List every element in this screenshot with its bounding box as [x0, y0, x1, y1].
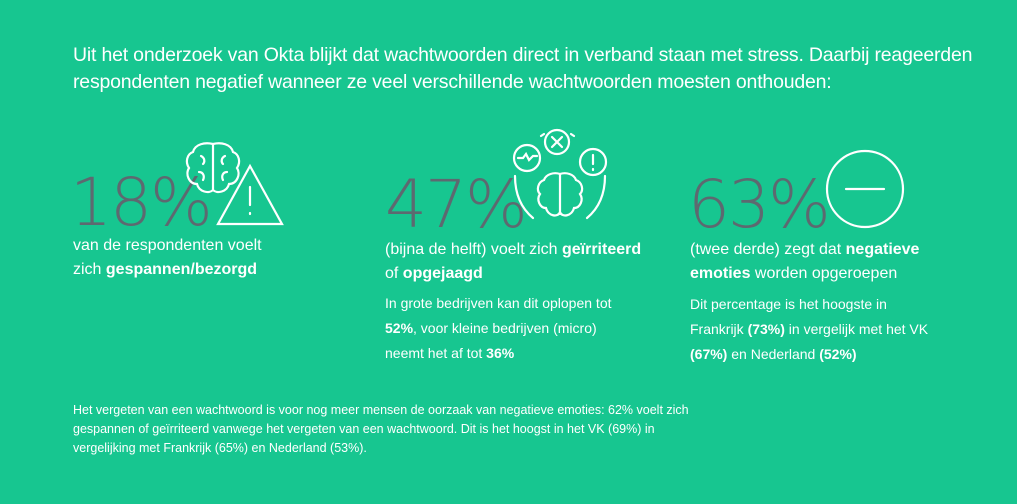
stat-detail-47: In grote bedrijven kan dit oplopen tot 5… — [385, 295, 612, 361]
warning-triangle-icon — [216, 163, 284, 226]
footer-text: Het vergeten van een wachtwoord is voor … — [73, 403, 689, 455]
minus-circle-icon — [825, 149, 905, 229]
stat-value-63: 63% — [688, 166, 831, 243]
stat-detail-63: Dit percentage is het hoogste in Frankri… — [690, 296, 929, 362]
brain-icon — [185, 142, 241, 194]
brain-alerts-icon — [512, 128, 608, 220]
stat-desc-18: van de respondenten voelt zich gespannen… — [73, 237, 262, 278]
stat-desc-63: (twee derde) zegt dat negatieve emoties … — [690, 241, 920, 282]
stat-desc-47: (bijna de helft) voelt zich geïrriteerd … — [385, 241, 642, 282]
stat-value-47: 47% — [385, 166, 528, 243]
intro-text: Uit het onderzoek van Okta blijkt dat wa… — [73, 44, 973, 93]
